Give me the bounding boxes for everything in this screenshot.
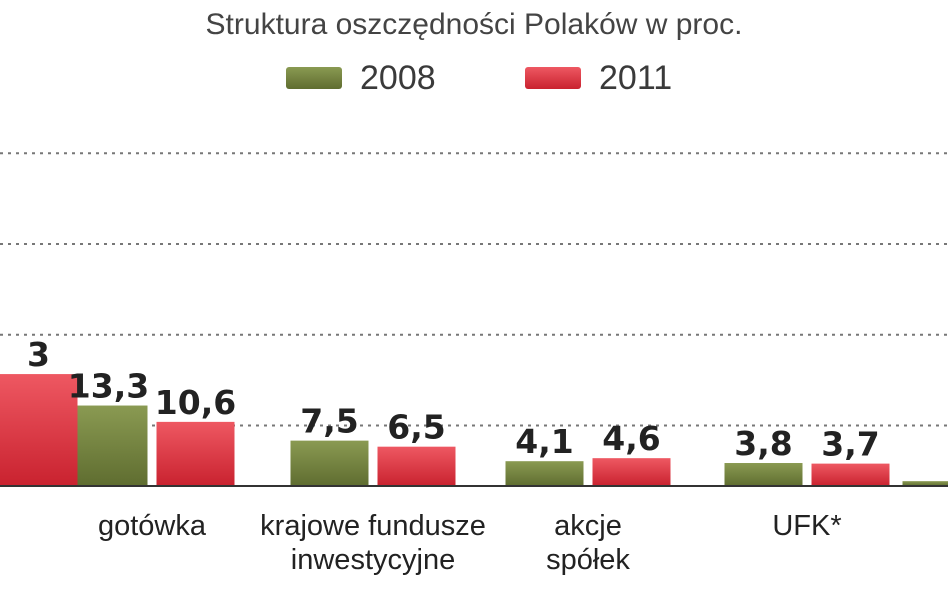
- bar-2008-3: [505, 461, 584, 486]
- data-label-2008-2: 7,5: [300, 402, 358, 441]
- category-label-line: krajowe fundusze: [260, 510, 486, 542]
- category-label-4: UFK*: [657, 509, 948, 543]
- category-label-line: spółek: [546, 544, 630, 576]
- bar-2008-4: [724, 463, 803, 486]
- data-label-2008-1: 13,3: [68, 367, 149, 406]
- data-label-2011-2: 6,5: [387, 408, 445, 447]
- bar-2008-2: [290, 440, 369, 486]
- bar-2011-2: [377, 446, 456, 486]
- legend-item-2008: 2008: [286, 58, 436, 97]
- legend-swatch-2008: [286, 67, 342, 89]
- data-label-2011-3: 4,6: [602, 419, 660, 458]
- bar-2011-1: [156, 421, 235, 486]
- category-label-line: akcje: [554, 510, 622, 542]
- bar-2011-0: [0, 374, 78, 486]
- bar-2011-4: [811, 463, 890, 486]
- bar-2008-1: [69, 405, 148, 486]
- grid-lines: [0, 152, 948, 427]
- category-label-line: UFK*: [772, 510, 842, 542]
- category-label-3: akcje spółek: [438, 509, 738, 577]
- data-label-2011-0: 3: [27, 335, 50, 374]
- legend-label-2011: 2011: [599, 58, 673, 97]
- data-label-2008-4: 3,8: [734, 424, 792, 463]
- legend-item-2011: 2011: [525, 58, 673, 97]
- legend-swatch-2011: [525, 67, 581, 89]
- data-label-2011-1: 10,6: [155, 383, 236, 422]
- chart-title: Struktura oszczędności Polaków w proc.: [205, 8, 743, 41]
- data-labels: 13,3 7,5 4,1 3,8 3 10,6 6,5 4,6 3,7: [27, 335, 880, 464]
- category-label-1: gotówka: [2, 509, 302, 543]
- data-label-2008-3: 4,1: [515, 422, 573, 461]
- category-label-line: inwestycyjne: [290, 544, 456, 576]
- bar-2008-5: [902, 481, 948, 486]
- category-label-line: gotówka: [97, 510, 206, 542]
- bars: [0, 374, 948, 486]
- data-label-2011-4: 3,7: [821, 425, 879, 464]
- legend-label-2008: 2008: [360, 58, 436, 97]
- bar-2011-3: [592, 458, 671, 486]
- category-label-2: krajowe fundusze inwestycyjne: [223, 509, 523, 577]
